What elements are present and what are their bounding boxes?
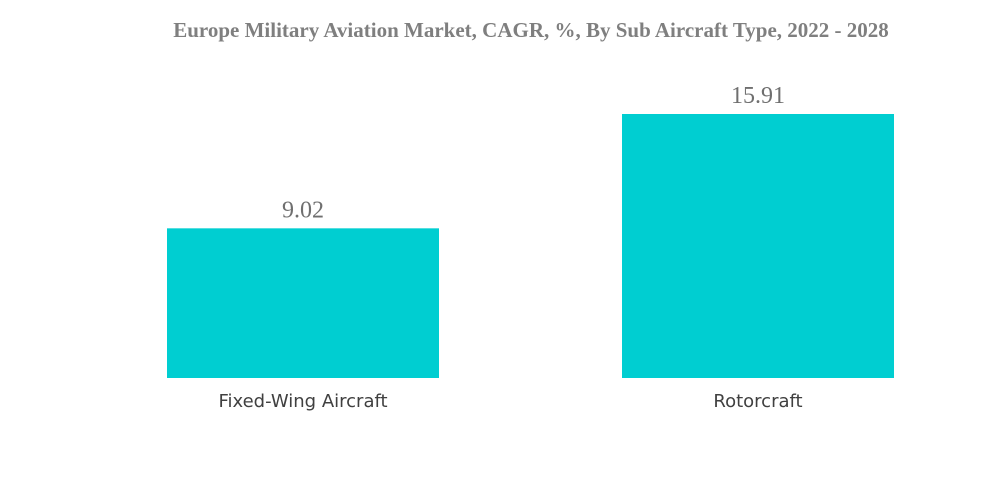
data-label-rotorcraft: 15.91 [731,83,785,109]
bars-layer [167,114,894,378]
x-tick-label-rotorcraft: Rotorcraft [713,391,802,412]
chart-title: Europe Military Aviation Market, CAGR, %… [173,18,889,42]
labels-layer: 9.02 Fixed-Wing Aircraft 15.91 Rotorcraft [218,83,802,412]
x-tick-label-fixed-wing-aircraft: Fixed-Wing Aircraft [218,391,387,412]
data-label-fixed-wing-aircraft: 9.02 [282,197,324,223]
bar-fixed-wing-aircraft [167,228,439,378]
bar-rotorcraft [622,114,894,378]
